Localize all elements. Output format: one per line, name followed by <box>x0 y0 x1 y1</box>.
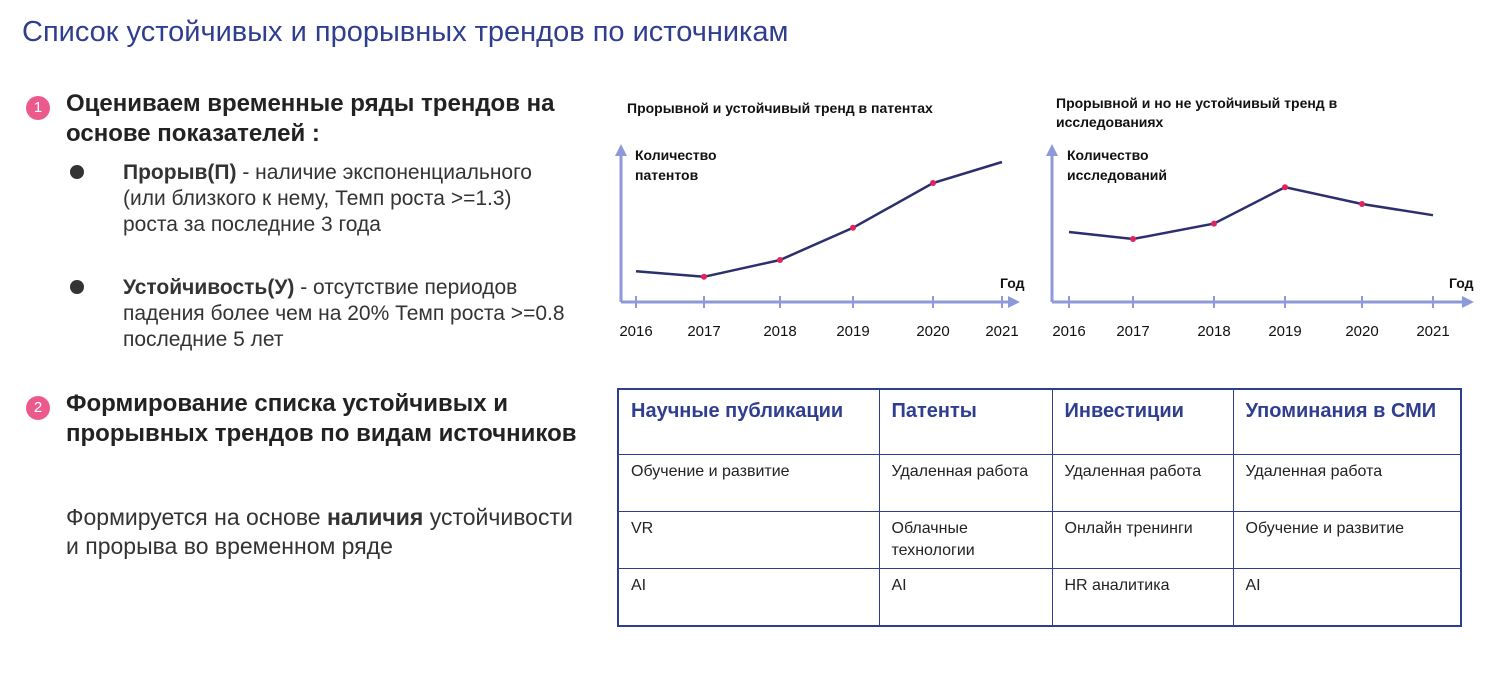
data-point <box>777 257 783 263</box>
bullet-term: Прорыв(П) <box>123 161 237 184</box>
chart1-svg: 2016 2017 2018 2019 2020 2021 <box>615 144 1020 340</box>
bullet-dot-icon <box>70 165 84 179</box>
data-point <box>1130 236 1136 242</box>
data-point <box>1282 184 1288 191</box>
x-tick-label: 2020 <box>916 323 949 340</box>
chart2-ylabel: Количество исследований <box>1067 147 1167 183</box>
bullet-stability: Устойчивость(У) - отсутствие периодов па… <box>123 275 593 353</box>
y-axis-arrow-icon <box>1046 144 1058 156</box>
chart1-xlabel: Год <box>1000 275 1025 291</box>
bullet-dot-icon <box>70 280 84 294</box>
y-axis-arrow-icon <box>615 144 627 156</box>
table-cell: Удаленная работа <box>1232 454 1462 512</box>
table-header-cell: Упоминания в СМИ <box>1232 388 1462 455</box>
data-point <box>701 273 707 280</box>
x-tick-label: 2016 <box>619 323 652 340</box>
x-axis-arrow-icon <box>1008 296 1020 308</box>
table-cell: Обучение и развитие <box>1232 511 1462 569</box>
table-header-cell: Инвестиции <box>1051 388 1234 455</box>
chart1-ylabel: Количество патентов <box>635 147 717 183</box>
section1-heading: Оцениваем временные ряды трендов на осно… <box>66 90 555 147</box>
series-line <box>1068 185 1434 241</box>
table-cell: VR <box>617 511 880 569</box>
x-axis-arrow-icon <box>1462 296 1474 308</box>
table-cell: AI <box>617 568 880 627</box>
bullet-breakthrough: Прорыв(П) - наличие экспоненциального (и… <box>123 160 563 238</box>
bullet-text: - наличие экспоненциального (или близког… <box>123 161 532 236</box>
table-cell: HR аналитика <box>1051 568 1234 627</box>
table-cell: AI <box>1232 568 1462 627</box>
x-tick-label: 2021 <box>985 323 1018 340</box>
table-row: VR Облачные технологии Онлайн тренинги О… <box>617 511 1462 569</box>
step-badge-2: 2 <box>26 396 50 420</box>
x-tick-label: 2017 <box>1116 323 1149 340</box>
text-bold: наличия <box>326 504 424 530</box>
x-tick-label: 2021 <box>1416 323 1449 340</box>
section2-text: Формируется на основе наличия устойчивос… <box>66 503 586 561</box>
table-header-cell: Научные публикации <box>617 388 880 455</box>
data-point <box>850 224 856 231</box>
table-row: AI AI HR аналитика AI <box>617 568 1462 627</box>
x-tick-label: 2018 <box>763 323 796 340</box>
table-cell: Удаленная работа <box>878 454 1053 512</box>
series-line <box>635 160 1003 279</box>
table-cell: Облачные технологии <box>878 511 1053 569</box>
x-tick-label: 2016 <box>1052 323 1085 340</box>
x-tick-label: 2019 <box>836 323 869 340</box>
data-point <box>1211 220 1217 227</box>
table-header-row: Научные публикации Патенты Инвестиции Уп… <box>617 388 1462 455</box>
chart2-title: Прорывной и но не устойчивый тренд в исс… <box>1056 95 1338 130</box>
table-cell: Удаленная работа <box>1051 454 1234 512</box>
data-point <box>930 180 936 186</box>
data-point <box>1359 201 1365 207</box>
bullet-text: - отсутствие периодов падения более чем … <box>123 276 565 351</box>
text-part: устойчивости и прорыва во временном ряде <box>66 504 573 559</box>
text-part: Формируется на основе <box>66 504 327 530</box>
step-badge-1: 1 <box>26 96 50 120</box>
table-cell: AI <box>878 568 1053 627</box>
x-tick-label: 2017 <box>687 323 720 340</box>
table-row: Обучение и развитие Удаленная работа Уда… <box>617 454 1462 512</box>
x-tick-label: 2020 <box>1345 323 1378 340</box>
trends-table: Научные публикации Патенты Инвестиции Уп… <box>617 388 1462 627</box>
table-cell: Обучение и развитие <box>617 454 880 512</box>
table-cell: Онлайн тренинги <box>1051 511 1234 569</box>
x-tick-label: 2018 <box>1197 323 1230 340</box>
chart2-xlabel: Год <box>1449 275 1474 291</box>
table-header-cell: Патенты <box>878 388 1053 455</box>
chart1-title: Прорывной и устойчивый тренд в патентах <box>627 100 933 116</box>
chart2-svg: 2016 2017 2018 2019 2020 2021 <box>1046 144 1474 340</box>
page-title: Список устойчивых и прорывных трендов по… <box>22 16 789 48</box>
x-tick-label: 2019 <box>1268 323 1301 340</box>
section2-heading: Формирование списка устойчивых и прорывн… <box>66 390 577 447</box>
bullet-term: Устойчивость(У) <box>123 276 295 299</box>
